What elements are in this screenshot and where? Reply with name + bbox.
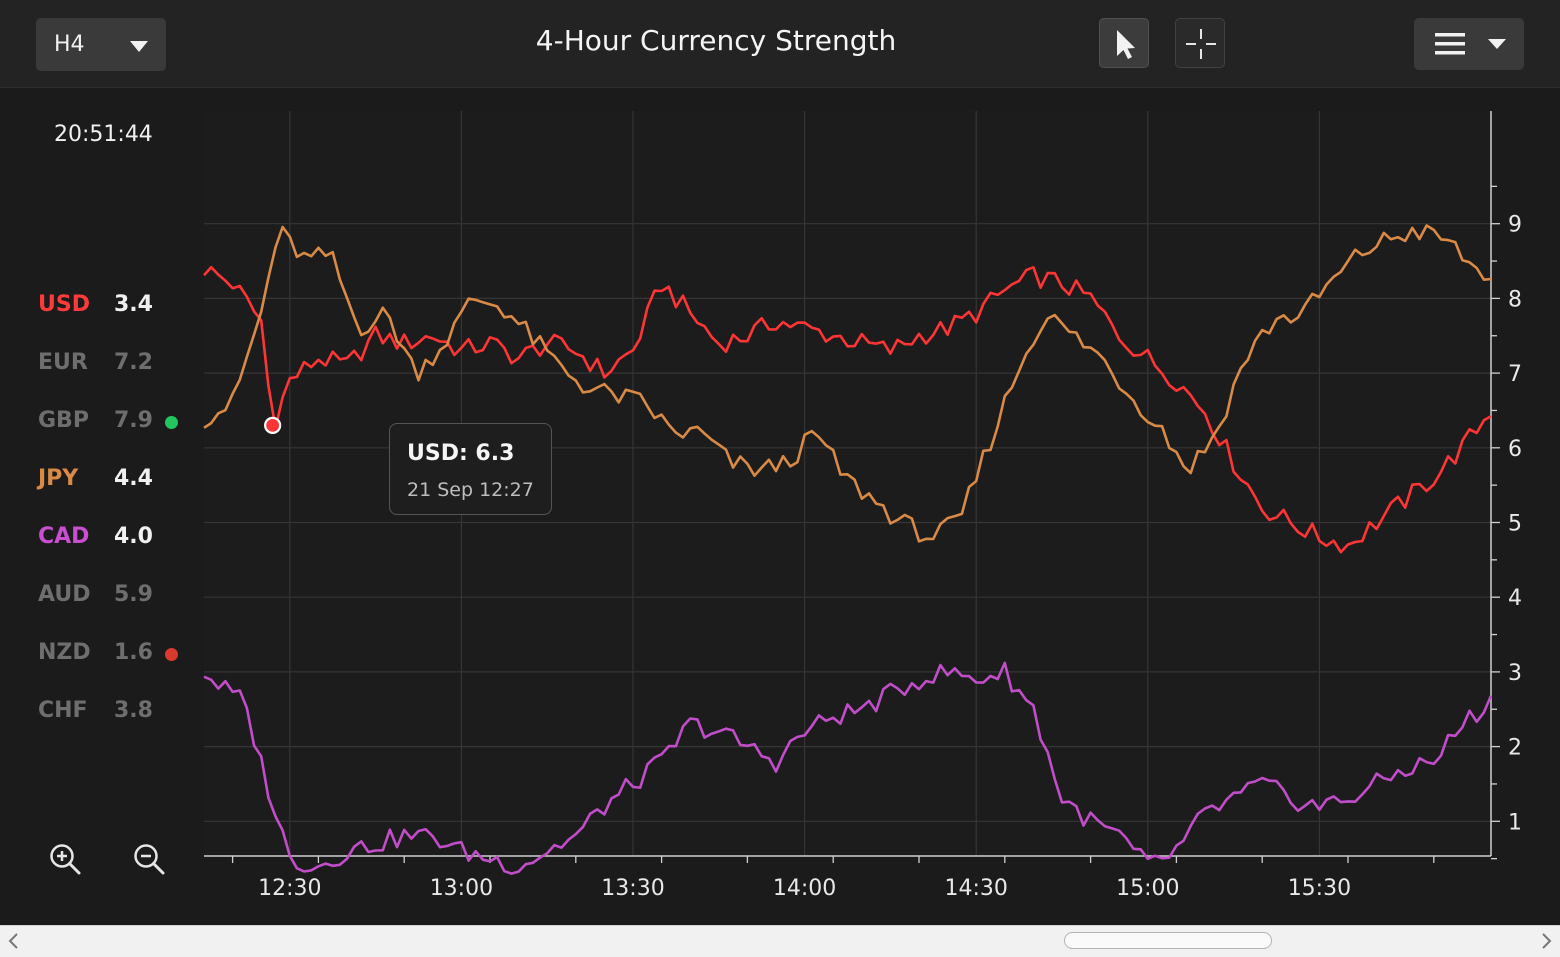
y-tick-label: 8	[1508, 287, 1522, 312]
scrollbar-thumb[interactable]	[1064, 932, 1272, 949]
x-tick-label: 12:30	[258, 876, 321, 901]
pointer-icon	[1117, 30, 1135, 59]
status-dot-icon	[165, 416, 178, 429]
data-tooltip: USD: 6.3 21 Sep 12:27	[389, 423, 552, 515]
x-tick-label: 14:30	[944, 876, 1007, 901]
legend-value: 7.9	[114, 408, 153, 433]
legend-item-gbp[interactable]: GBP 7.9	[38, 408, 188, 438]
legend-code: USD	[38, 292, 90, 317]
chevron-down-icon	[130, 41, 148, 52]
x-tick-label: 15:00	[1116, 876, 1179, 901]
horizontal-scrollbar[interactable]	[0, 925, 1560, 957]
tooltip-value: USD: 6.3	[407, 441, 515, 466]
strength-chart[interactable]: 1 2 3 4 5 6 7 8 9 12:30 13:00 13:30 14:00 14:30 15:00 1…	[0, 0, 1560, 925]
series-line-cad[interactable]	[203, 661, 1493, 875]
highlight-point[interactable]	[264, 416, 282, 434]
legend-item-cad[interactable]: CAD 4.0	[38, 524, 188, 554]
y-tick-label: 5	[1508, 512, 1522, 537]
clock: 20:51:44	[54, 122, 153, 147]
legend-item-nzd[interactable]: NZD 1.6	[38, 640, 188, 670]
legend-value: 7.2	[114, 350, 153, 375]
legend-value: 5.9	[114, 582, 153, 607]
legend-value: 4.0	[114, 524, 153, 549]
legend-value: 3.4	[114, 292, 153, 317]
x-tick-label: 13:30	[601, 876, 664, 901]
crosshair-icon	[1186, 29, 1216, 59]
y-tick-label: 6	[1508, 437, 1522, 462]
status-dot-icon	[165, 648, 178, 661]
legend-item-jpy[interactable]: JPY 4.4	[38, 466, 188, 496]
legend-item-aud[interactable]: AUD 5.9	[38, 582, 188, 612]
legend-item-usd[interactable]: USD 3.4	[38, 292, 188, 322]
y-tick-label: 2	[1508, 736, 1522, 761]
scroll-left-icon[interactable]	[6, 932, 22, 950]
chart-title: 4-Hour Currency Strength	[535, 24, 897, 57]
legend-item-chf[interactable]: CHF 3.8	[38, 698, 188, 728]
hamburger-menu-icon	[1435, 33, 1506, 55]
y-tick-label: 4	[1508, 586, 1522, 611]
legend-value: 4.4	[114, 466, 153, 491]
x-tick-label: 15:30	[1288, 876, 1351, 901]
tooltip-time: 21 Sep 12:27	[407, 479, 534, 501]
legend-code: CHF	[38, 698, 88, 723]
x-tick-label: 13:00	[430, 876, 493, 901]
y-tick-label: 7	[1508, 362, 1522, 387]
legend-code: AUD	[38, 582, 91, 607]
y-tick-label: 1	[1508, 810, 1522, 835]
series-line-jpy[interactable]	[203, 224, 1492, 543]
y-tick-label: 3	[1508, 661, 1522, 686]
zoom-out-icon[interactable]	[132, 842, 166, 876]
timeframe-value: H4	[54, 32, 85, 57]
zoom-in-icon[interactable]	[48, 842, 82, 876]
y-tick-label: 9	[1508, 213, 1522, 238]
legend-value: 1.6	[114, 640, 153, 665]
legend-code: EUR	[38, 350, 88, 375]
legend-code: JPY	[38, 466, 79, 491]
legend-value: 3.8	[114, 698, 153, 723]
legend-item-eur[interactable]: EUR 7.2	[38, 350, 188, 380]
pointer-tool-button[interactable]	[1099, 18, 1149, 68]
timeframe-dropdown[interactable]: H4	[36, 18, 166, 71]
legend-code: CAD	[38, 524, 90, 549]
x-tick-label: 14:00	[773, 876, 836, 901]
series-line-usd[interactable]	[203, 265, 1492, 554]
legend-code: GBP	[38, 408, 89, 433]
toolbar: H4 4-Hour Currency Strength	[0, 0, 1560, 88]
scroll-right-icon[interactable]	[1538, 932, 1554, 950]
legend-code: NZD	[38, 640, 91, 665]
crosshair-tool-button[interactable]	[1175, 18, 1225, 68]
chart-menu-button[interactable]	[1414, 18, 1524, 70]
